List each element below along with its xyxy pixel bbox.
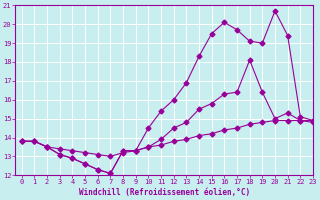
- X-axis label: Windchill (Refroidissement éolien,°C): Windchill (Refroidissement éolien,°C): [79, 188, 250, 197]
